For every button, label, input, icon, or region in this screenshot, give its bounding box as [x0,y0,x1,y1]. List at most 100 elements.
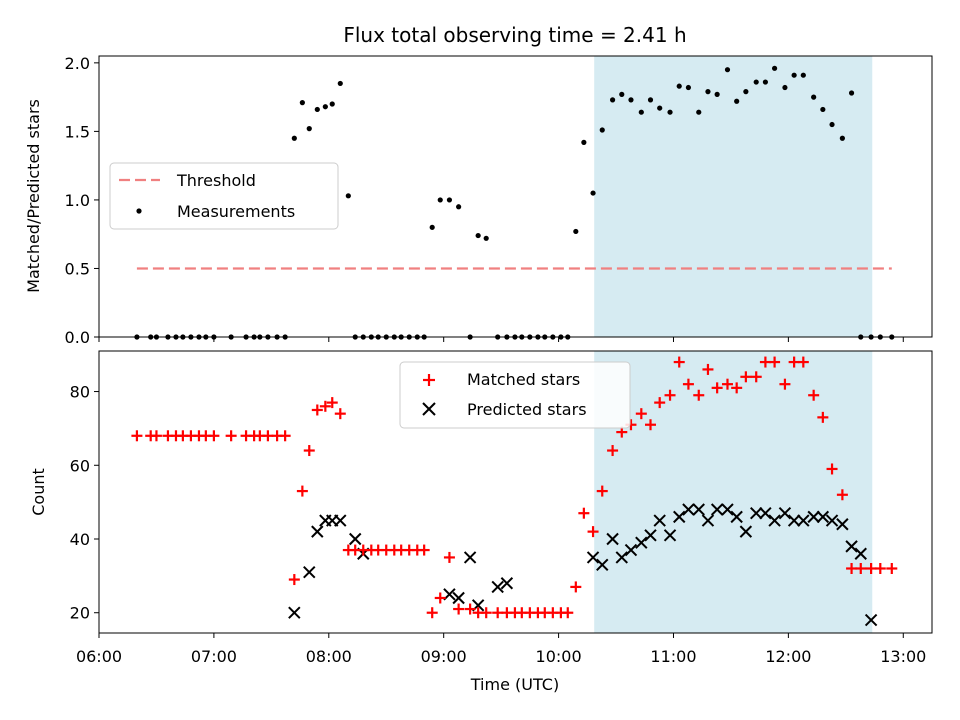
measurement-point [446,197,453,203]
matched-point [208,430,220,442]
matched-point [846,562,858,574]
predicted-point [443,588,456,601]
legend-predicted-label: Predicted stars [467,400,587,419]
matched-point [874,562,886,574]
bottom-panel: 20 40 60 80 06:00 07:00 08:00 09:00 10:00 11:00 1… [29,350,933,694]
legend-matched-swatch [423,374,435,386]
measurement-point [619,91,625,97]
predicted-point [663,529,677,542]
top-y-ticks: 0.0 0.5 1.0 1.5 2.0 [65,54,99,347]
predicted-point [303,565,316,579]
matched-point [740,371,752,383]
measurement-point [337,80,343,87]
top-y-tick-label: 1.5 [65,122,90,141]
x-tick-label: 08:00 [306,647,352,666]
predicted-point [797,514,810,527]
matched-point [131,430,143,442]
x-tick-label: 11:00 [650,647,696,666]
matched-point [150,430,162,442]
measurement-point [429,224,435,230]
measurement-point [599,127,605,133]
matched-point [865,562,877,574]
predicted-point [816,510,830,524]
top-y-tick-label: 0.0 [65,328,90,347]
predicted-point [778,506,792,520]
predicted-point [606,532,619,546]
matched-point [562,607,574,619]
measurement-point [483,235,489,241]
top-y-tick-label: 1.0 [65,191,90,210]
measurement-point [820,106,826,113]
matched-point [779,378,791,390]
x-tick-label: 12:00 [765,647,811,666]
measurement-point [647,97,654,103]
bottom-y-tick-label: 60 [70,456,90,475]
measurement-point [299,100,305,106]
predicted-point [845,540,858,553]
matched-point [682,378,694,390]
matched-point [587,526,599,538]
matched-point [769,356,781,368]
bottom-axes-frame [98,350,933,634]
matched-point [303,445,315,457]
matched-point [225,430,237,442]
matched-point [326,397,338,409]
measurement-point [696,109,702,115]
measurement-point [609,97,616,103]
predicted-point [349,532,362,546]
predicted-point [311,525,324,538]
predicted-point [682,503,695,516]
legend-threshold-label: Threshold [176,171,256,190]
bottom-y-axis-label: Count [29,468,48,516]
measurement-point [306,126,312,132]
matched-point [635,408,647,420]
matched-point [596,485,608,497]
predicted-point [500,577,514,590]
matched-point [578,507,590,519]
top-panel: 0.00.51.01.52.0 Matched/Predicted stars … [24,54,933,347]
matched-point [693,389,705,401]
measurement-point [345,193,351,199]
measurement-point [685,84,692,91]
measurement-point [314,106,320,113]
bottom-y-tick-label: 40 [70,530,90,549]
legend-matched-label: Matched stars [467,370,580,389]
x-tick-label: 07:00 [191,647,237,666]
bottom-y-tick-label: 80 [70,383,90,402]
predicted-point [491,580,504,594]
matched-point [334,408,346,420]
top-x-ticks [98,337,904,342]
matched-point [664,389,676,401]
matched-point [702,363,714,375]
matched-point [453,603,465,615]
predicted-point [864,613,878,627]
top-axes-frame [98,55,933,338]
matched-point [788,356,800,368]
measurement-point [762,79,769,85]
measurement-point [676,83,682,89]
matched-point [750,371,762,383]
measurement-point [581,139,587,145]
chart-title: Flux total observing time = 2.41 h [343,23,686,47]
matched-point [570,581,582,593]
bottom-x-ticks: 06:00 07:00 08:00 09:00 10:00 11:00 12:00 13:00 [76,633,926,666]
bottom-legend-box [399,361,631,429]
matched-point [418,544,430,556]
matched-point [654,397,666,409]
predicted-point [635,536,648,549]
predicted-point [787,514,801,527]
matched-point [434,592,446,604]
predicted-point [644,529,657,542]
predicted-point [750,506,763,520]
matched-point [311,404,323,416]
predicted-point [288,606,301,619]
measurement-point [791,72,797,78]
measurement-point [590,190,596,196]
measurement-point [638,109,644,115]
x-axis-label: Time (UTC) [470,675,559,694]
matched-point [426,607,438,619]
matched-point [262,430,274,442]
legend-predicted-swatch [422,402,436,416]
top-y-tick-label: 2.0 [65,54,90,73]
